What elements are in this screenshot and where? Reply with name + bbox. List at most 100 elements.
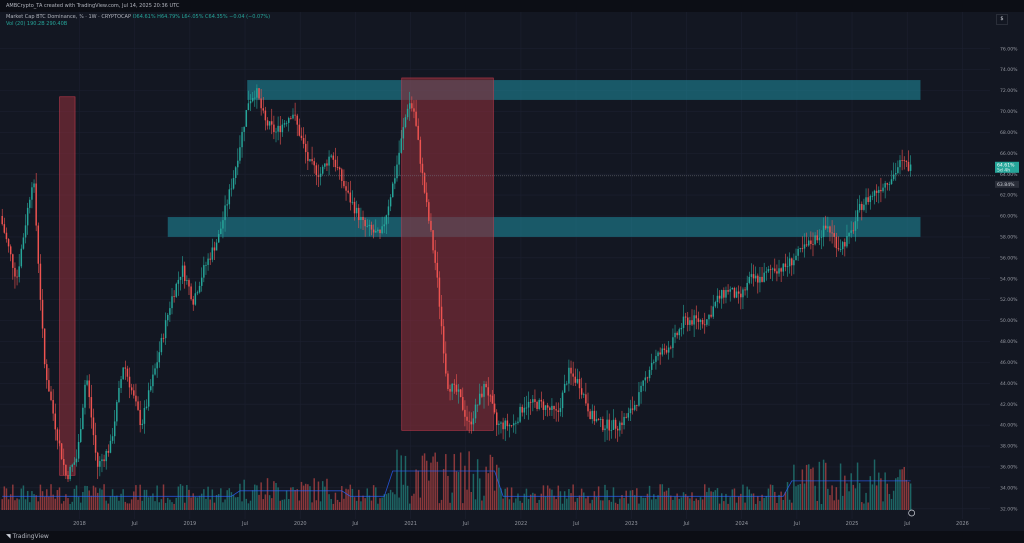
volume-bar xyxy=(449,502,451,510)
x-tick-label: 2018 xyxy=(73,521,86,527)
candle-body xyxy=(869,196,872,203)
candle-body xyxy=(230,188,233,190)
volume-bar xyxy=(315,500,318,510)
volume-bar xyxy=(228,488,231,510)
candle-body xyxy=(73,462,76,465)
volume-bar xyxy=(328,494,330,510)
volume-bar xyxy=(737,496,740,510)
volume-bar xyxy=(406,485,409,510)
candle-body xyxy=(20,248,23,267)
candle-body xyxy=(52,400,54,414)
candle-body xyxy=(287,118,290,123)
candle-body xyxy=(309,159,311,161)
volume-bar xyxy=(304,483,307,510)
candle-body xyxy=(167,314,169,321)
candle-body xyxy=(258,88,260,99)
candle-body xyxy=(311,159,313,162)
candle-body xyxy=(780,268,782,272)
candle-body xyxy=(612,419,615,430)
candle-body xyxy=(211,247,214,260)
volume-bar xyxy=(678,498,681,510)
symbol-row[interactable]: Market Cap BTC Dominance, % · 1W · CRYPT… xyxy=(6,14,270,21)
candle-body xyxy=(419,139,422,164)
candle-body xyxy=(43,328,46,365)
candle-body xyxy=(774,268,776,272)
volume-bar xyxy=(196,497,199,510)
volume-bar xyxy=(71,501,73,510)
volume-bar xyxy=(438,503,441,510)
tradingview-logo-text: TradingView xyxy=(12,533,49,540)
candle-body xyxy=(181,265,184,277)
volume-bar xyxy=(619,498,621,510)
volume-bar xyxy=(247,503,250,510)
candle-body xyxy=(521,406,523,413)
candle-body xyxy=(680,327,683,330)
volume-bar xyxy=(254,484,256,510)
chart-legend: Market Cap BTC Dominance, % · 1W · CRYPT… xyxy=(6,14,270,28)
volume-bar xyxy=(73,488,76,510)
volume-bar xyxy=(629,490,632,510)
volume-bar xyxy=(604,484,606,510)
candle-body xyxy=(737,291,740,294)
candle-body xyxy=(863,204,865,210)
candle-body xyxy=(158,352,161,363)
candle-body xyxy=(200,277,203,286)
volume-bar xyxy=(759,501,761,510)
candle-body xyxy=(479,393,481,405)
candle-body xyxy=(243,126,245,132)
volume-bar xyxy=(22,485,25,510)
candle-body xyxy=(742,289,744,298)
candle-body xyxy=(563,383,566,393)
volume-bar xyxy=(676,493,678,510)
volume-bar xyxy=(224,499,226,510)
x-tick-label: 2026 xyxy=(956,521,969,527)
candle-body xyxy=(807,240,810,246)
volume-bar xyxy=(765,496,768,510)
volume-bar xyxy=(540,493,543,510)
volume-bar xyxy=(871,484,874,510)
volume-bar xyxy=(52,494,54,510)
candle-body xyxy=(570,367,572,374)
candle-body xyxy=(175,283,177,297)
volume-bar xyxy=(462,503,464,510)
candle-body xyxy=(544,405,547,410)
volume-bar xyxy=(1,499,3,510)
volume-bar xyxy=(239,483,241,510)
volume-bar xyxy=(360,501,362,510)
candle-body xyxy=(186,280,188,281)
candle-body xyxy=(88,380,90,398)
volume-bar xyxy=(642,497,644,510)
volume-bar xyxy=(381,497,383,510)
candle-body xyxy=(334,159,337,168)
candle-body xyxy=(247,103,250,111)
volume-bar xyxy=(493,490,496,510)
volume-bar xyxy=(892,490,895,510)
candle-body xyxy=(362,216,364,221)
candle-body xyxy=(735,291,738,298)
volume-bar xyxy=(812,467,814,510)
x-tick-label: 2021 xyxy=(404,521,417,527)
currency-button[interactable]: $ xyxy=(996,14,1008,25)
volume-bar xyxy=(332,503,335,510)
volume-bar xyxy=(576,497,579,510)
volume-bar xyxy=(150,496,152,510)
candle-body xyxy=(90,397,93,418)
candle-body xyxy=(818,237,821,241)
candle-body xyxy=(871,195,874,197)
volume-bar xyxy=(907,481,910,510)
candle-body xyxy=(763,272,765,282)
volume-bar xyxy=(154,501,156,510)
candle-body xyxy=(389,197,392,207)
volume-bar xyxy=(778,494,780,510)
candle-body xyxy=(198,285,201,293)
candle-body xyxy=(94,435,97,453)
volume-row[interactable]: Vol (20) 190.2B 290.40B xyxy=(6,21,270,28)
volume-bar xyxy=(865,492,867,510)
candle-body xyxy=(767,269,770,272)
volume-bar xyxy=(551,489,553,510)
candle-body xyxy=(404,117,407,128)
volume-bar xyxy=(43,496,46,510)
candle-body xyxy=(375,231,377,233)
volume-bar xyxy=(646,493,649,510)
